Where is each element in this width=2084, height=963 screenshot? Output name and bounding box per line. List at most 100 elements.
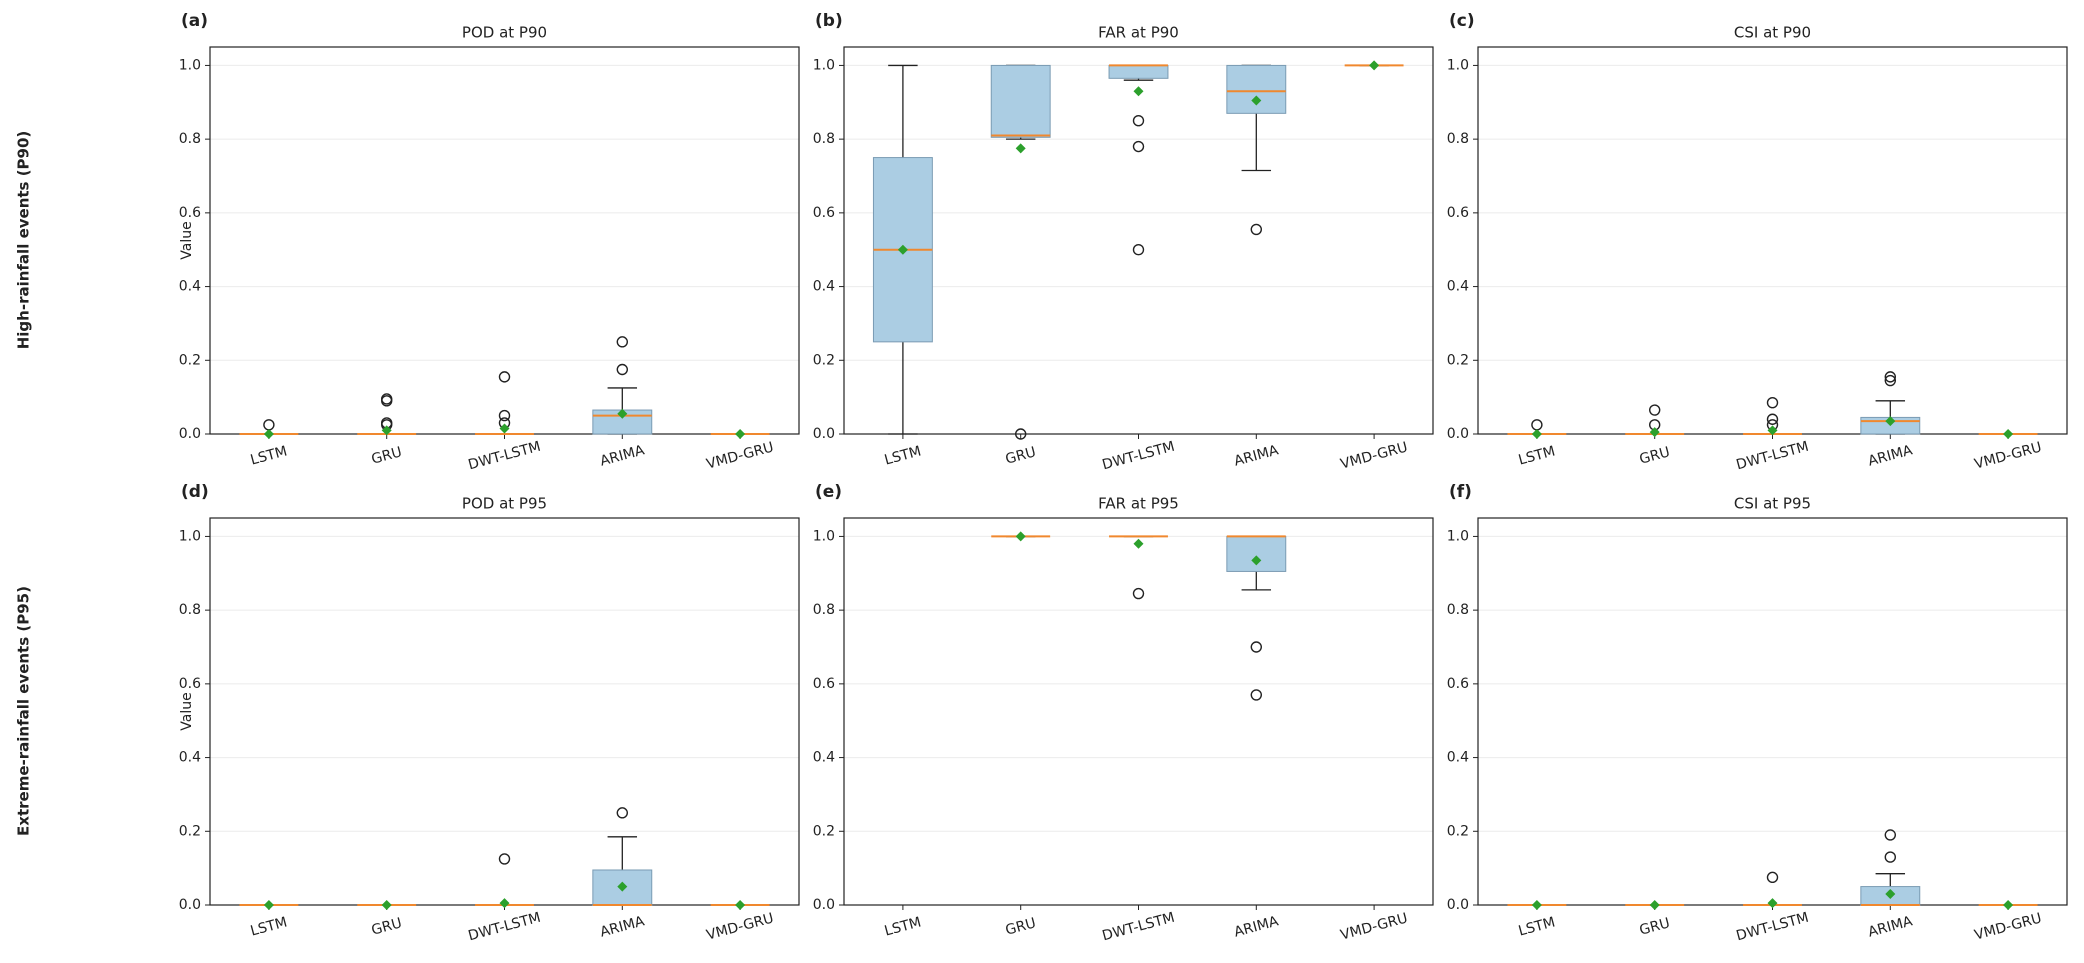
x-tick-label: VMD-GRU [705, 910, 776, 943]
y-tick-label: 0.0 [813, 426, 835, 442]
chart-title: FAR at P90 [1098, 24, 1179, 42]
mean-marker [1251, 95, 1262, 106]
mean-marker [1767, 425, 1778, 436]
chart-title: POD at P90 [462, 24, 547, 42]
y-axis-label: Value [179, 692, 195, 730]
y-tick-label: 0.4 [813, 279, 835, 295]
outlier [498, 409, 511, 422]
outlier [1766, 396, 1779, 409]
x-tick-label: ARIMA [598, 442, 646, 469]
y-tick-label: 0.8 [1447, 602, 1469, 618]
panel-letter: (d) [181, 482, 209, 502]
outlier [1132, 115, 1145, 127]
x-tick-label: DWT-LSTM [1101, 439, 1177, 474]
mean-marker [381, 900, 392, 910]
y-tick-label: 1.0 [179, 528, 201, 544]
mean-marker [897, 244, 908, 255]
outlier [498, 853, 511, 865]
x-tick-label: GRU [1638, 444, 1672, 467]
y-tick-label: 1.0 [813, 57, 835, 73]
mean-marker [1531, 429, 1542, 439]
y-tick-label: 0.0 [813, 897, 835, 913]
mean-marker [263, 429, 274, 439]
mean-marker [1649, 900, 1660, 910]
outlier [498, 371, 511, 383]
y-tick-label: 1.0 [1447, 57, 1469, 73]
panel-letter: (b) [815, 11, 843, 31]
y-tick-label: 0.4 [179, 279, 201, 295]
plot-frame [1477, 46, 2068, 435]
mean-marker [1251, 555, 1262, 566]
y-axis-label: Value [179, 221, 195, 259]
mean-marker [1531, 900, 1542, 910]
panel-letter: (e) [815, 482, 842, 502]
outlier [1015, 428, 1027, 440]
x-tick-label: ARIMA [1232, 442, 1280, 469]
x-tick-label: GRU [370, 915, 404, 938]
outlier [1132, 587, 1145, 600]
outlier [1766, 871, 1779, 884]
plot-frame [843, 517, 1434, 906]
y-tick-label: 0.4 [179, 750, 201, 766]
mean-marker [499, 423, 510, 434]
plot-frame [209, 517, 800, 906]
outlier [1766, 413, 1779, 425]
box [1226, 64, 1287, 114]
row-label: High-rainfall events (P90) [15, 131, 33, 350]
y-tick-label: 1.0 [813, 528, 835, 544]
box [1108, 64, 1169, 79]
x-tick-label: LSTM [249, 443, 289, 468]
y-tick-label: 0.4 [1447, 279, 1469, 295]
outlier [1884, 829, 1897, 841]
x-tick-label: DWT-LSTM [1735, 910, 1811, 945]
mean-marker [1133, 538, 1144, 549]
x-tick-label: LSTM [249, 914, 289, 939]
mean-marker [1885, 416, 1896, 427]
outlier [263, 419, 275, 431]
x-tick-label: VMD-GRU [1339, 910, 1410, 943]
x-tick-label: DWT-LSTM [1101, 910, 1177, 945]
box [1226, 535, 1287, 572]
x-tick-label: DWT-LSTM [1735, 439, 1811, 474]
outlier [1250, 689, 1263, 701]
y-tick-label: 0.2 [179, 352, 201, 368]
outlier [616, 336, 628, 348]
y-tick-label: 0.8 [179, 602, 201, 618]
mean-marker [499, 898, 510, 909]
mean-marker [1015, 531, 1026, 542]
plot-frame [1477, 517, 2068, 906]
plot-frame [209, 46, 800, 435]
x-tick-label: GRU [370, 444, 404, 467]
y-tick-label: 0.2 [813, 352, 835, 368]
x-tick-label: LSTM [1517, 443, 1557, 468]
y-tick-label: 0.0 [179, 897, 201, 913]
mean-marker [1133, 86, 1144, 97]
mean-marker [1649, 427, 1660, 438]
outlier [1250, 641, 1263, 653]
mean-marker [1767, 898, 1778, 909]
y-tick-label: 0.8 [1447, 131, 1469, 147]
x-tick-label: GRU [1004, 915, 1038, 938]
x-tick-label: LSTM [883, 914, 923, 939]
chart-title: CSI at P90 [1734, 24, 1811, 42]
y-tick-label: 0.8 [813, 131, 835, 147]
x-tick-label: VMD-GRU [1973, 910, 2044, 943]
chart-title: POD at P95 [462, 495, 547, 513]
x-tick-label: VMD-GRU [705, 439, 776, 472]
outlier [1648, 404, 1661, 416]
x-tick-label: ARIMA [1866, 442, 1914, 469]
x-tick-label: VMD-GRU [1339, 439, 1410, 472]
y-tick-label: 1.0 [1447, 528, 1469, 544]
outlier [1132, 244, 1145, 256]
mean-marker [617, 408, 628, 419]
x-tick-label: LSTM [1517, 914, 1557, 939]
mean-marker [2003, 429, 2014, 439]
y-tick-label: 0.6 [179, 205, 201, 221]
y-tick-label: 0.2 [813, 823, 835, 839]
y-tick-label: 0.4 [1447, 750, 1469, 766]
y-tick-label: 0.2 [1447, 352, 1469, 368]
outlier [1132, 140, 1145, 153]
mean-marker [1015, 143, 1026, 154]
outlier [1884, 851, 1897, 863]
